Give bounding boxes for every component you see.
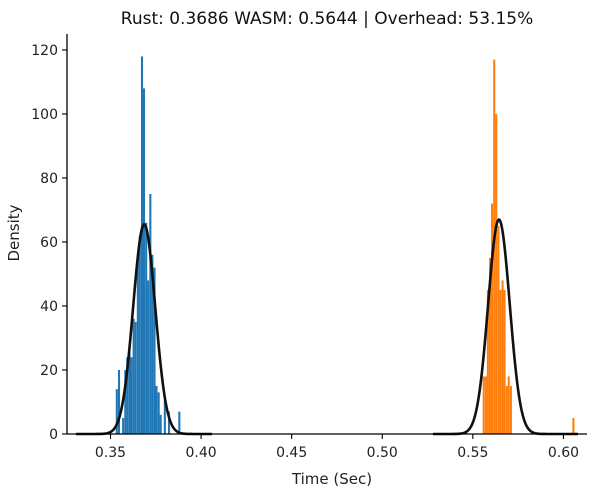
y-tick-label: 120 — [31, 43, 58, 59]
bar-series-1-bin-4 — [491, 203, 494, 434]
bar-series-0-bin-20 — [159, 414, 162, 434]
axes-layer — [66, 34, 587, 435]
x-tick-label: 0.55 — [457, 445, 488, 461]
bar-series-0-bin-22 — [167, 411, 171, 434]
bar-series-1-bin-10 — [503, 290, 506, 434]
y-tick-label: 100 — [31, 107, 58, 123]
bar-series-1-bin-0 — [482, 376, 485, 434]
bar-series-0-bin-4 — [126, 357, 129, 434]
bar-series-0-bin-13 — [145, 222, 148, 434]
bar-series-0-bin-21 — [163, 395, 166, 434]
bar-series-1-bin-13 — [509, 386, 512, 434]
chart-title: Rust: 0.3686 WASM: 0.5644 | Overhead: 53… — [121, 9, 533, 29]
y-ticks: 0 20 40 60 80 100 120 — [31, 43, 67, 443]
x-tick-label: 0.40 — [185, 445, 216, 461]
bar-series-1-bin-9 — [501, 280, 504, 434]
x-tick-label: 0.50 — [367, 445, 398, 461]
x-ticks: 0.35 0.40 0.45 0.50 0.55 0.60 — [95, 434, 579, 461]
bar-series-0-bin-5 — [128, 344, 131, 434]
y-tick-label: 80 — [40, 171, 58, 187]
y-tick-label: 60 — [40, 235, 58, 251]
bar-series-1-bin-14 — [572, 418, 575, 434]
y-tick-label: 20 — [40, 363, 58, 379]
bar-series-0-bin-8 — [134, 322, 137, 434]
bar-series-1-bin-8 — [499, 290, 502, 434]
bar-series-0-bin-6 — [130, 357, 133, 434]
bar-series-0-bin-9 — [136, 258, 139, 434]
y-axis-label: Density — [5, 204, 23, 261]
bar-series-1-bin-1 — [484, 376, 487, 434]
bar-series-0-bin-3 — [124, 370, 127, 434]
bar-series-0-bin-1 — [117, 370, 121, 434]
x-tick-label: 0.60 — [548, 445, 579, 461]
x-tick-label: 0.45 — [276, 445, 307, 461]
bar-series-0-bin-23 — [178, 411, 181, 434]
bar-series-0-bin-7 — [132, 318, 135, 434]
bar-series-0-bin-19 — [157, 392, 160, 434]
y-tick-label: 0 — [49, 427, 58, 443]
bar-series-0-bin-17 — [153, 267, 156, 434]
bar-series-0-bin-16 — [151, 254, 154, 434]
bar-series-1-bin-12 — [507, 376, 510, 434]
x-axis-label: Time (Sec) — [291, 470, 372, 488]
bar-series-0-bin-11 — [140, 56, 144, 435]
bar-series-0-bin-12 — [142, 88, 146, 435]
bar-series-0-bin-0 — [115, 389, 118, 434]
y-tick-label: 40 — [40, 299, 58, 315]
bar-series-0-bin-2 — [122, 418, 125, 434]
bar-series-1-bin-3 — [489, 258, 492, 434]
bar-series-0-bin-14 — [147, 280, 150, 434]
bar-series-1-bin-6 — [495, 114, 498, 434]
bar-series-1-bin-11 — [505, 386, 508, 434]
bar-series-0-bin-15 — [149, 194, 152, 434]
bar-series-0-bin-18 — [155, 386, 158, 434]
bar-series-1-bin-7 — [497, 226, 500, 434]
bar-series-1-bin-2 — [486, 290, 489, 434]
x-tick-label: 0.35 — [95, 445, 126, 461]
bar-series-0-bin-10 — [138, 235, 141, 434]
